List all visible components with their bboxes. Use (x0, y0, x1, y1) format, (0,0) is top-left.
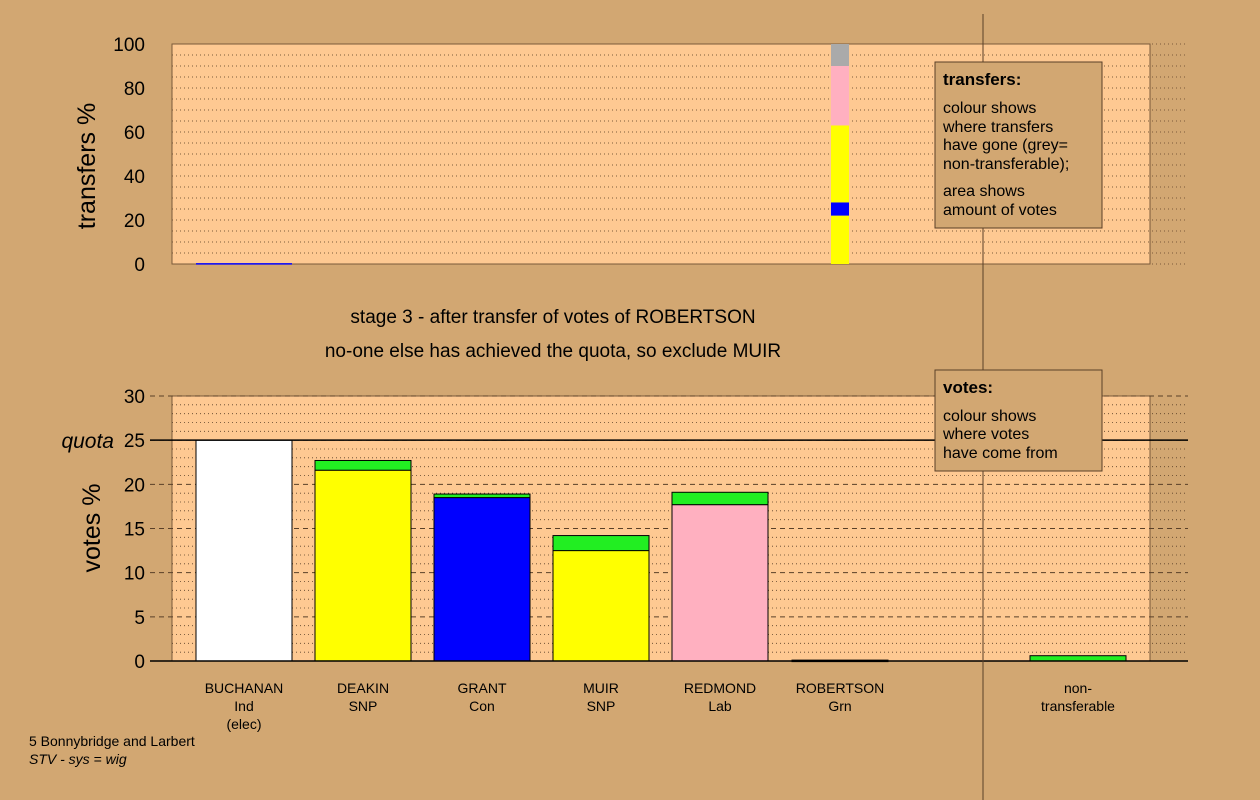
transfers-legend-line: where transfers (942, 119, 1053, 136)
candidate-label: Grn (828, 698, 851, 714)
transfers-legend-title: transfers: (943, 70, 1021, 89)
candidate-labels: BUCHANAN Ind (elec) DEAKIN SNP GRANT Con MUIR SN… (205, 680, 1115, 732)
vote-bar-segment (1029, 655, 1127, 662)
transfer-bar-segment (831, 215, 849, 264)
transfers-y-tick: 60 (124, 123, 145, 144)
votes-y-tick: 25 (124, 431, 145, 452)
footer-line-2: STV - sys = wig (29, 751, 127, 767)
candidate-label: BUCHANAN (205, 680, 284, 696)
votes-y-tick: 30 (124, 387, 145, 408)
votes-y-tick: 15 (124, 520, 145, 541)
transfers-legend-line: colour shows (943, 100, 1036, 117)
transfer-bar-segment (831, 66, 849, 126)
votes-legend-line: where votes (942, 426, 1029, 443)
vote-bar-segment (314, 459, 412, 471)
votes-legend-title: votes: (943, 378, 993, 397)
transfers-legend-line: area shows (943, 183, 1025, 200)
transfers-bars (196, 44, 849, 265)
vote-bar-segment (314, 469, 412, 662)
transfer-bar-segment (831, 202, 849, 216)
votes-y-tick: 10 (124, 564, 145, 585)
candidate-label: (elec) (226, 716, 261, 732)
transfers-y-ticks: 0 20 40 60 80 100 (113, 35, 145, 276)
transfers-legend-line: amount of votes (943, 202, 1057, 219)
vote-bar-segment (671, 504, 769, 662)
transfers-legend: transfers: colour shows where transfers … (934, 61, 1103, 229)
vote-bar-segment (433, 493, 531, 499)
transfers-y-tick: 80 (124, 79, 145, 100)
votes-y-tick: 0 (134, 652, 145, 673)
votes-legend: votes: colour shows where votes have com… (934, 369, 1103, 472)
votes-y-tick: 5 (134, 608, 145, 629)
transfers-legend-line: have gone (grey= (943, 137, 1068, 154)
transfers-gridlines (172, 43, 1188, 265)
candidate-label: Con (469, 698, 495, 714)
votes-y-ticks: 0 5 10 15 20 25 30 (124, 387, 145, 673)
votes-legend-box (934, 369, 1103, 472)
votes-legend-line: colour shows (943, 408, 1036, 425)
transfer-bar-segment (831, 125, 849, 203)
candidate-label: Ind (234, 698, 253, 714)
candidate-label: SNP (587, 698, 616, 714)
transfers-legend-line: non-transferable); (943, 156, 1069, 173)
candidate-label: Lab (708, 698, 732, 714)
votes-bars (195, 439, 1127, 663)
vote-bar-segment (552, 535, 650, 552)
votes-legend-line: have come from (943, 445, 1058, 462)
vote-bar-segment (552, 550, 650, 662)
vote-bar-segment (671, 491, 769, 506)
candidate-label: REDMOND (684, 680, 756, 696)
candidate-label: ROBERTSON (796, 680, 884, 696)
transfer-bar-segment (196, 263, 292, 265)
candidate-label: GRANT (458, 680, 507, 696)
transfers-y-tick: 100 (113, 35, 145, 56)
transfers-y-tick: 20 (124, 211, 145, 232)
candidate-label: DEAKIN (337, 680, 389, 696)
vote-bar-segment (433, 497, 531, 662)
transfer-bar-segment (831, 44, 849, 66)
votes-axis-title: votes % (78, 484, 106, 573)
votes-panel: 0 5 10 15 20 25 30 quota votes % BUCHANAN Ind (e… (61, 387, 1188, 732)
quota-label: quota (61, 430, 114, 453)
transfers-y-tick: 40 (124, 167, 145, 188)
transfers-legend-box (934, 61, 1103, 229)
caption-line-2: no-one else has achieved the quota, so e… (325, 341, 781, 362)
candidate-label: MUIR (583, 680, 619, 696)
caption-line-1: stage 3 - after transfer of votes of ROB… (350, 307, 755, 328)
votes-y-tick: 20 (124, 475, 145, 496)
candidate-label: transferable (1041, 698, 1115, 714)
vote-bar-segment (195, 439, 293, 662)
candidate-label: non- (1064, 680, 1092, 696)
footer-line-1: 5 Bonnybridge and Larbert (29, 733, 195, 749)
candidate-label: SNP (349, 698, 378, 714)
transfers-y-tick: 0 (134, 255, 145, 276)
transfers-axis-title: transfers % (73, 103, 101, 229)
